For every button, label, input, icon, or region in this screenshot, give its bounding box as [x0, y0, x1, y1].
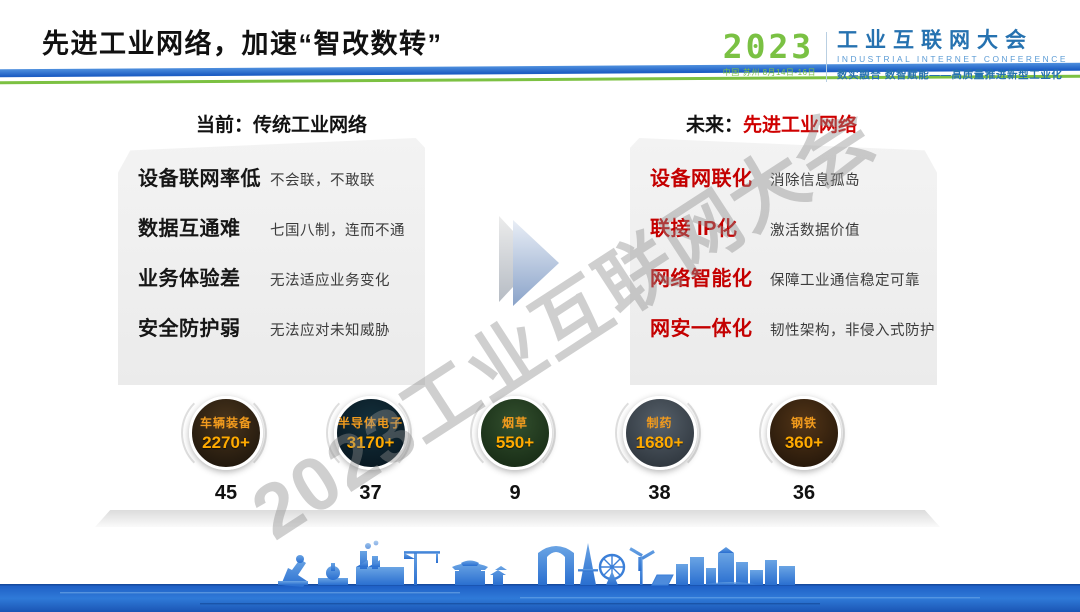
industry-photo-circle: 钢铁 360+	[767, 396, 841, 470]
item-desc: 七国八制，连而不通	[270, 223, 405, 239]
city-skyline-graphic	[0, 540, 1080, 612]
list-item: 数据互通难 七国八制，连而不通	[138, 212, 413, 241]
item-desc: 保障工业通信稳定可靠	[770, 273, 920, 289]
item-term: 网络智能化	[650, 268, 753, 290]
item-term: 业务体验差	[138, 268, 241, 290]
industry-stats-row: 车辆装备 2270+ 45 TOP50企业 半导体电子 3170+ 37 TOP…	[155, 390, 875, 527]
item-term: 网安一体化	[650, 318, 753, 340]
list-item: 安全防护弱 无法应对未知威胁	[138, 312, 413, 341]
item-desc: 不会联，不敢联	[270, 173, 375, 189]
current-header-prefix: 当前：	[196, 115, 254, 136]
item-desc: 无法适应业务变化	[270, 273, 390, 289]
device-count: 2270+	[202, 432, 250, 452]
list-item: 设备联网率低 不会联，不敢联	[138, 162, 413, 191]
logo-year-block: 2023 中国·苏州 8月14日-16日	[723, 30, 816, 78]
sector-label: 半导体电子	[337, 415, 403, 430]
logo-year: 2023	[722, 27, 815, 66]
stat-circle: 钢铁 360+	[759, 390, 845, 476]
circle-arc-decoration	[614, 390, 701, 476]
water-band	[0, 584, 1080, 612]
enterprise-count: 9	[509, 482, 521, 504]
item-term: 设备联网率低	[138, 168, 261, 190]
list-item: 联接 IP化 激活数据价值	[650, 212, 925, 241]
item-term: 数据互通难	[138, 218, 241, 240]
conference-logo: 2023 中国·苏州 8月14日-16日 工业互联网大会 INDUSTRIAL …	[723, 30, 1068, 82]
future-network-panel: 设备网联化 消除信息孤岛 联接 IP化 激活数据价值 网络智能化 保障工业通信稳…	[630, 138, 937, 385]
enterprise-count: 45	[214, 482, 238, 504]
item-desc: 激活数据价值	[770, 223, 860, 239]
sector-label: 钢铁	[790, 415, 817, 430]
current-network-panel: 设备联网率低 不会联，不敢联 数据互通难 七国八制，连而不通 业务体验差 无法适…	[118, 138, 425, 385]
current-header-title: 传统工业网络	[253, 115, 368, 136]
item-term: 设备网联化	[650, 168, 753, 190]
enterprise-count: 38	[648, 482, 671, 504]
list-item: 设备网联化 消除信息孤岛	[650, 162, 925, 191]
stat-column-pharma: 制药 1680+ 38 TOP50企业	[589, 390, 731, 527]
stat-circle: 车辆装备 2270+	[181, 390, 267, 476]
skyline-silhouette	[278, 540, 795, 587]
industry-photo-circle: 制药 1680+	[622, 396, 697, 470]
sector-label: 烟草	[501, 415, 528, 430]
circle-arc-decoration	[759, 390, 845, 476]
stat-column-tobacco: 烟草 550+ 9 TOP10企业	[444, 390, 586, 527]
item-term: 联接 IP化	[650, 218, 738, 240]
future-header-prefix: 未来：	[686, 115, 744, 136]
item-desc: 消除信息孤岛	[770, 173, 860, 189]
platform-shelf	[95, 510, 940, 527]
stat-column-steel: 钢铁 360+ 36 TOP50企业	[733, 390, 875, 527]
industry-photo-circle: 半导体电子 3170+	[333, 396, 408, 470]
stat-circle: 半导体电子 3170+	[325, 390, 412, 476]
device-count: 360+	[784, 432, 824, 452]
arrow-triangle-front	[513, 220, 559, 306]
stat-circle: 烟草 550+	[470, 390, 556, 476]
sector-label: 制药	[646, 415, 673, 430]
logo-title-cn: 工业互联网大会	[837, 29, 1033, 52]
stat-column-semiconductor: 半导体电子 3170+ 37 TOP50企业	[300, 390, 442, 527]
list-item: 业务体验差 无法适应业务变化	[138, 262, 413, 291]
industry-photo-circle: 车辆装备 2270+	[189, 396, 263, 470]
device-count: 1680+	[635, 432, 684, 452]
transition-arrow-icon	[499, 216, 571, 308]
device-count: 3170+	[346, 432, 395, 452]
logo-title-block: 工业互联网大会 INDUSTRIAL INTERNET CONFERENCE 数…	[837, 30, 1068, 82]
stat-circle: 制药 1680+	[614, 390, 701, 476]
device-count: 550+	[495, 432, 535, 452]
logo-divider	[826, 32, 827, 82]
stat-column-vehicle: 车辆装备 2270+ 45 TOP50企业	[155, 390, 297, 527]
page-title: 先进工业网络，加速“智改数转”	[42, 29, 443, 59]
current-panel-header: 当前：传统工业网络	[196, 110, 367, 137]
enterprise-count: 36	[792, 482, 816, 504]
list-item: 网络智能化 保障工业通信稳定可靠	[650, 262, 925, 291]
circle-arc-decoration	[325, 390, 412, 476]
sector-label: 车辆装备	[199, 415, 252, 430]
future-header-title: 先进工业网络	[743, 115, 858, 136]
logo-title-en: INDUSTRIAL INTERNET CONFERENCE	[837, 54, 1068, 64]
future-panel-header: 未来：先进工业网络	[686, 110, 857, 137]
list-item: 网安一体化 韧性架构，非侵入式防护	[650, 312, 935, 341]
item-term: 安全防护弱	[138, 318, 241, 340]
circle-arc-decoration	[470, 390, 556, 476]
item-desc: 无法应对未知威胁	[270, 323, 390, 339]
industry-photo-circle: 烟草 550+	[478, 396, 552, 470]
logo-venue-dates: 中国·苏州 8月14日-16日	[722, 68, 816, 77]
item-desc: 韧性架构，非侵入式防护	[770, 323, 935, 339]
logo-tagline: 数实融合 数智赋能——高质量推进新型工业化	[837, 69, 1063, 81]
circle-arc-decoration	[181, 390, 267, 476]
enterprise-count: 37	[359, 482, 382, 504]
